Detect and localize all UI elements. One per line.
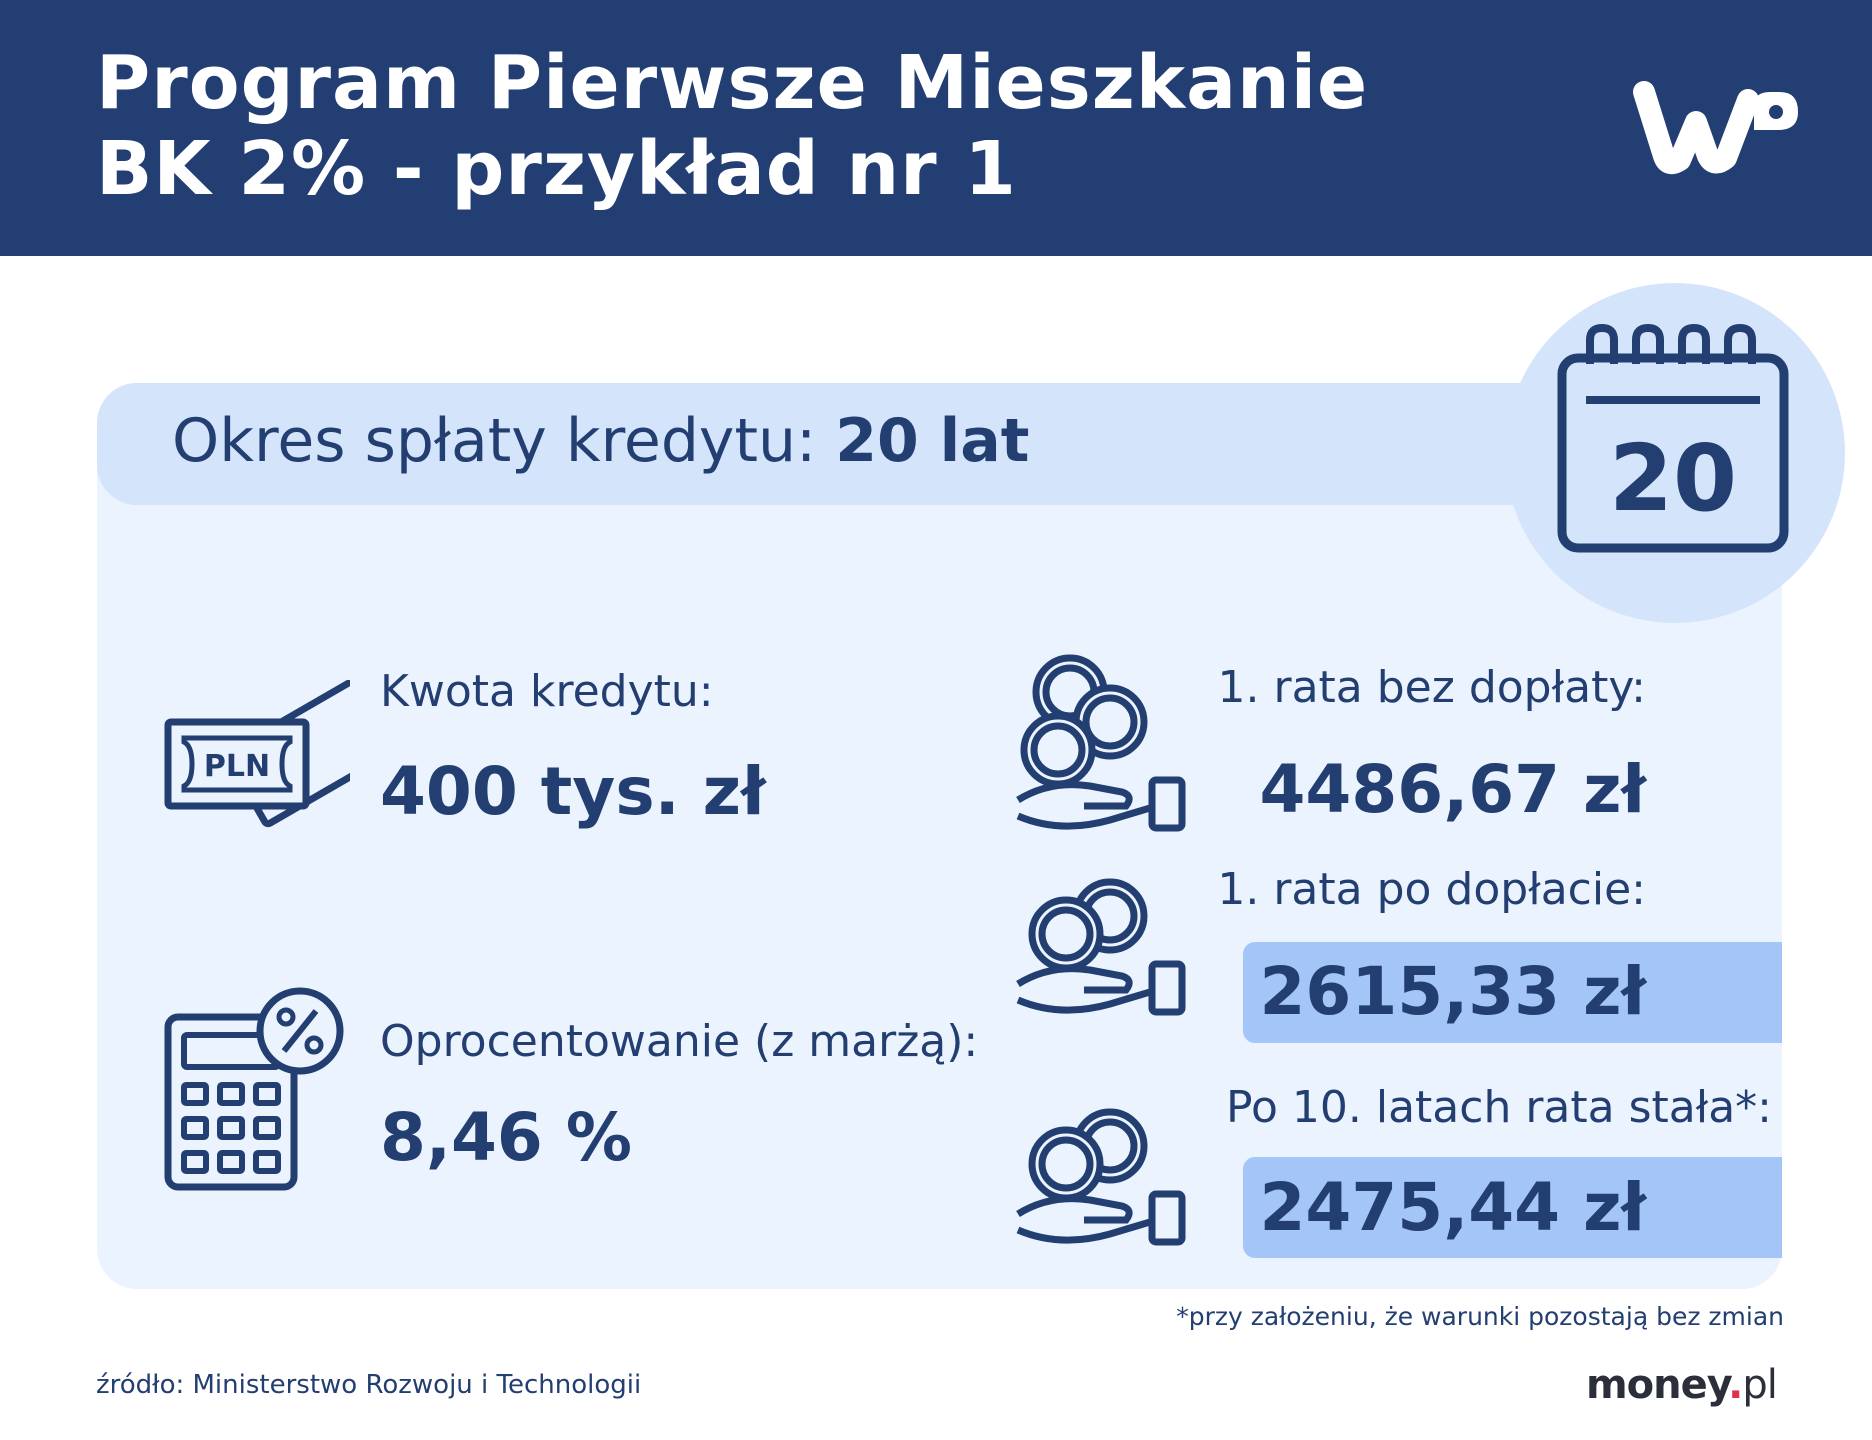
- calculator-percent-icon: [164, 987, 344, 1191]
- loan-value: 400 tys. zł: [380, 753, 766, 830]
- rate-label: Oprocentowanie (z marżą):: [380, 1016, 979, 1067]
- header-bar: Program Pierwsze Mieszkanie BK 2% - przy…: [0, 0, 1872, 256]
- rate-value: 8,46 %: [380, 1099, 632, 1176]
- info-panel: [97, 383, 1782, 1289]
- installment-1-value: 4486,67 zł: [1259, 751, 1647, 828]
- brand-logo: money.pl: [1586, 1362, 1778, 1408]
- period-value: 20 lat: [835, 406, 1030, 476]
- calendar-icon: 20: [1557, 323, 1789, 553]
- title-line-2: BK 2% - przykład nr 1: [96, 126, 1017, 212]
- loan-label: Kwota kredytu:: [380, 666, 714, 717]
- installment-2-label: 1. rata po dopłacie:: [1217, 864, 1646, 915]
- banknote-icon: PLN: [164, 680, 350, 828]
- footnote: *przy założeniu, że warunki pozostają be…: [1176, 1302, 1784, 1331]
- installment-2-value: 2615,33 zł: [1259, 953, 1647, 1030]
- installment-2-highlight: [1243, 942, 1782, 1043]
- brand-name: money: [1586, 1362, 1729, 1408]
- calendar-number: 20: [1609, 425, 1737, 532]
- period-band: [97, 383, 1697, 505]
- coins-hand-icon: [1016, 654, 1186, 832]
- wp-logo-icon: [1633, 81, 1798, 175]
- installment-3-label: Po 10. latach rata stała*:: [1226, 1082, 1772, 1133]
- installment-3-highlight: [1243, 1157, 1782, 1258]
- brand-dot: .: [1728, 1362, 1743, 1408]
- installment-1-label: 1. rata bez dopłaty:: [1217, 662, 1646, 713]
- installment-3-value: 2475,44 zł: [1259, 1169, 1647, 1246]
- period-text: Okres spłaty kredytu: 20 lat: [172, 398, 1029, 484]
- coins-hand-icon: [1016, 1108, 1186, 1246]
- banknote-label: PLN: [204, 749, 270, 784]
- brand-tld: pl: [1742, 1362, 1778, 1408]
- source-text: źródło: Ministerstwo Rozwoju i Technolog…: [96, 1370, 642, 1400]
- title-line-1: Program Pierwsze Mieszkanie: [96, 40, 1369, 126]
- coins-hand-icon: [1016, 878, 1186, 1016]
- page-title: Program Pierwsze Mieszkanie BK 2% - przy…: [96, 40, 1368, 212]
- period-label: Okres spłaty kredytu:: [172, 406, 817, 476]
